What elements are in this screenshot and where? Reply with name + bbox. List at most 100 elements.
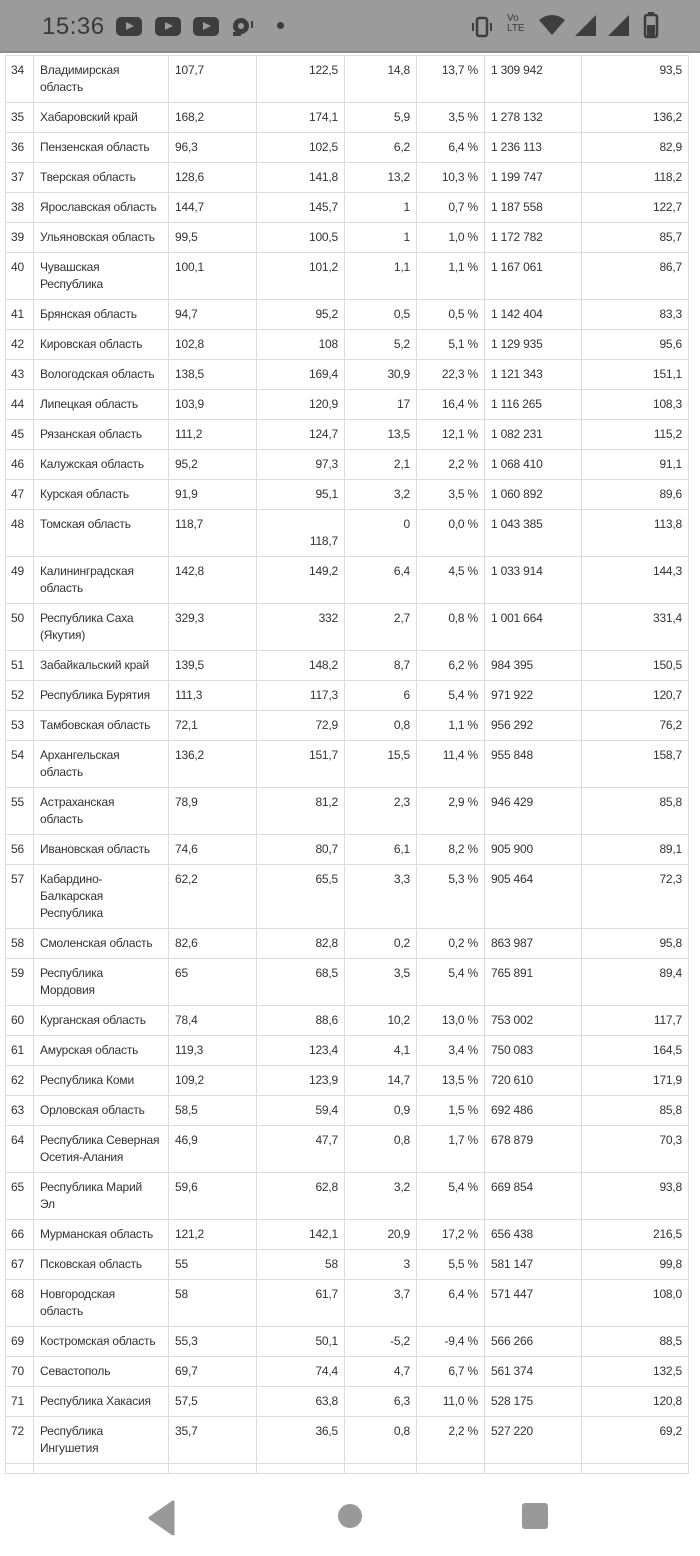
value-curr-cell: 123,4 <box>256 1035 345 1066</box>
table-row: 71 Республика Хакасия 57,5 63,8 6,3 11,0 % 528… <box>5 1386 689 1417</box>
recents-icon[interactable] <box>522 1503 548 1529</box>
value-prev-cell: 96,3 <box>168 132 257 163</box>
table-row: 41 Брянская область 94,7 95,2 0,5 0,5 % 1 142 … <box>5 299 689 330</box>
per-capita-cell: 95,6 <box>581 329 689 360</box>
value-prev-cell: 72,1 <box>168 710 257 741</box>
region-name-cell: Вологодская область <box>33 359 169 390</box>
signal-icon <box>575 15 596 36</box>
row-number-cell: 47 <box>5 479 34 510</box>
region-name-cell: Республика Северная Осетия-Алания <box>33 1125 169 1173</box>
row-number-cell: 42 <box>5 329 34 360</box>
region-name-cell: Хабаровский край <box>33 102 169 133</box>
row-number-cell: 35 <box>5 102 34 133</box>
value-prev-cell: 100,1 <box>168 252 257 300</box>
change-abs-cell: 2,3 <box>344 787 417 835</box>
change-pct-cell: 5,1 % <box>416 329 485 360</box>
value-prev-cell: 111,2 <box>168 419 257 450</box>
region-name-cell: Рязанская область <box>33 419 169 450</box>
change-abs-cell: 6 <box>344 680 417 711</box>
value-curr-cell: 65,5 <box>256 864 345 929</box>
value-curr-cell: 95,2 <box>256 299 345 330</box>
population-cell: 956 292 <box>484 710 582 741</box>
value-prev-cell: 329,3 <box>168 603 257 651</box>
table-row: 34 Владимирская область 107,7 122,5 14,8 13,7… <box>5 55 689 103</box>
value-curr-cell: 102,5 <box>256 132 345 163</box>
table-row: 47 Курская область 91,9 95,1 3,2 3,5 % 1 060 8… <box>5 479 689 510</box>
region-name-cell: Амурская область <box>33 1035 169 1066</box>
row-number-cell: 72 <box>5 1416 34 1464</box>
value-prev-cell: 168,2 <box>168 102 257 133</box>
change-abs-cell: 6,4 <box>344 556 417 604</box>
region-name-cell: Калининградская область <box>33 556 169 604</box>
table-row: 66 Мурманская область 121,2 142,1 20,9 17,2 %… <box>5 1219 689 1250</box>
home-icon[interactable] <box>338 1504 362 1528</box>
change-abs-cell: 6,2 <box>344 132 417 163</box>
row-number-cell: 40 <box>5 252 34 300</box>
region-name-cell: Костромская область <box>33 1326 169 1357</box>
population-cell: 1 236 113 <box>484 132 582 163</box>
region-name-cell: Ярославская область <box>33 192 169 223</box>
table-row: 48 Томская область 118,7 118,7 0 0,0 % 1 043 3… <box>5 509 689 557</box>
change-abs-cell: 2,1 <box>344 449 417 480</box>
value-curr-cell <box>256 1463 345 1474</box>
value-curr-cell: 332 <box>256 603 345 651</box>
change-abs-cell: 0 <box>344 509 417 557</box>
population-cell: 1 172 782 <box>484 222 582 253</box>
table-scroll-area[interactable]: 34 Владимирская область 107,7 122,5 14,8 13,7… <box>0 55 700 1474</box>
volte-icon: Vo LTE <box>507 13 525 34</box>
change-pct-cell: 0,0 % <box>416 509 485 557</box>
change-pct-cell: 11,0 % <box>416 1386 485 1417</box>
population-cell: 1 060 892 <box>484 479 582 510</box>
table-row: 62 Республика Коми 109,2 123,9 14,7 13,5 % 720… <box>5 1065 689 1096</box>
change-pct-cell: -9,4 % <box>416 1326 485 1357</box>
table-row: 44 Липецкая область 103,9 120,9 17 16,4 % 1 11… <box>5 389 689 420</box>
value-curr-cell: 95,1 <box>256 479 345 510</box>
change-abs-cell <box>344 1463 417 1474</box>
region-name-cell: Севастополь <box>33 1356 169 1387</box>
change-pct-cell: 1,1 % <box>416 252 485 300</box>
value-prev-cell: 58 <box>168 1279 257 1327</box>
row-number-cell: 59 <box>5 958 34 1006</box>
population-cell: 692 486 <box>484 1095 582 1126</box>
region-name-cell: Республика Мордовия <box>33 958 169 1006</box>
per-capita-cell: 113,8 <box>581 509 689 557</box>
value-prev-cell: 102,8 <box>168 329 257 360</box>
change-pct-cell: 6,7 % <box>416 1356 485 1387</box>
change-abs-cell: 0,9 <box>344 1095 417 1126</box>
per-capita-cell: 89,4 <box>581 958 689 1006</box>
per-capita-cell: 331,4 <box>581 603 689 651</box>
row-number-cell: 43 <box>5 359 34 390</box>
region-name-cell: Архангельская область <box>33 740 169 788</box>
row-number-cell: 53 <box>5 710 34 741</box>
value-prev-cell: 55 <box>168 1249 257 1280</box>
value-curr-cell: 169,4 <box>256 359 345 390</box>
value-curr-cell: 50,1 <box>256 1326 345 1357</box>
change-abs-cell: 3,5 <box>344 958 417 1006</box>
region-name-cell: Калужская область <box>33 449 169 480</box>
table-row: 56 Ивановская область 74,6 80,7 6,1 8,2 % 905 … <box>5 834 689 865</box>
per-capita-cell: 117,7 <box>581 1005 689 1036</box>
population-cell: 1 167 061 <box>484 252 582 300</box>
wifi-icon <box>539 15 565 35</box>
dot-icon <box>277 22 284 29</box>
table-row: 46 Калужская область 95,2 97,3 2,1 2,2 % 1 068… <box>5 449 689 480</box>
row-number-cell: 66 <box>5 1219 34 1250</box>
value-curr-cell: 59,4 <box>256 1095 345 1126</box>
change-abs-cell: 4,1 <box>344 1035 417 1066</box>
per-capita-cell: 158,7 <box>581 740 689 788</box>
change-abs-cell: 3,7 <box>344 1279 417 1327</box>
value-curr-cell: 118,7 <box>256 509 345 557</box>
table-row: 64 Республика Северная Осетия-Алания 46,9 4… <box>5 1125 689 1173</box>
back-icon[interactable] <box>148 1500 176 1536</box>
population-cell: 1 033 914 <box>484 556 582 604</box>
per-capita-cell: 86,7 <box>581 252 689 300</box>
row-number-cell: 55 <box>5 787 34 835</box>
row-number-cell: 51 <box>5 650 34 681</box>
change-pct-cell: 4,5 % <box>416 556 485 604</box>
per-capita-cell: 85,8 <box>581 1095 689 1126</box>
change-pct-cell: 2,9 % <box>416 787 485 835</box>
per-capita-cell: 151,1 <box>581 359 689 390</box>
population-cell: 1 187 558 <box>484 192 582 223</box>
row-number-cell: 67 <box>5 1249 34 1280</box>
value-curr-cell: 149,2 <box>256 556 345 604</box>
